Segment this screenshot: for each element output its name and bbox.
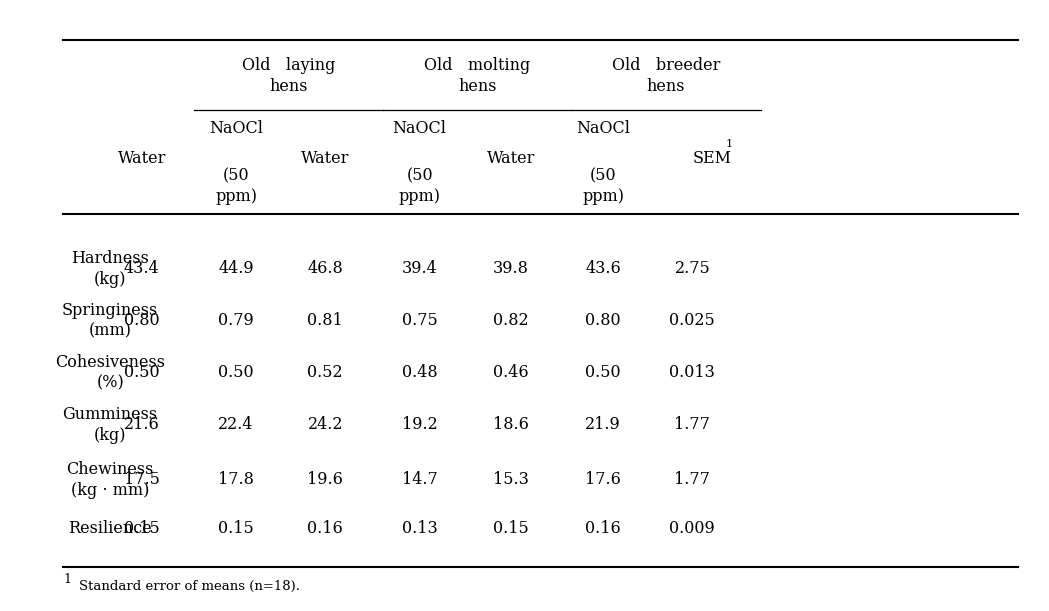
Text: 0.52: 0.52 [307, 364, 343, 381]
Text: NaOCl: NaOCl [392, 120, 447, 137]
Text: 0.16: 0.16 [585, 520, 621, 537]
Text: Water: Water [487, 150, 535, 167]
Text: Springiness
(mm): Springiness (mm) [62, 302, 158, 340]
Text: 1.77: 1.77 [675, 471, 710, 488]
Text: 17.8: 17.8 [218, 471, 254, 488]
Text: 0.82: 0.82 [493, 312, 529, 329]
Text: Old   breeder
hens: Old breeder hens [612, 57, 721, 95]
Text: NaOCl: NaOCl [209, 120, 263, 137]
Text: (50
ppm): (50 ppm) [215, 167, 257, 205]
Text: 0.15: 0.15 [124, 520, 159, 537]
Text: 39.8: 39.8 [493, 260, 529, 277]
Text: 0.75: 0.75 [402, 312, 437, 329]
Text: 0.15: 0.15 [493, 520, 529, 537]
Text: 0.48: 0.48 [402, 364, 437, 381]
Text: 15.3: 15.3 [493, 471, 529, 488]
Text: 2.75: 2.75 [675, 260, 710, 277]
Text: Cohesiveness
(%): Cohesiveness (%) [56, 354, 165, 392]
Text: Chewiness
(kg · mm): Chewiness (kg · mm) [66, 461, 154, 499]
Text: Old   laying
hens: Old laying hens [241, 57, 336, 95]
Text: 1.77: 1.77 [675, 416, 710, 433]
Text: 1: 1 [63, 573, 71, 586]
Text: 21.9: 21.9 [585, 416, 621, 433]
Text: 0.80: 0.80 [585, 312, 621, 329]
Text: Standard error of means (n=18).: Standard error of means (n=18). [79, 580, 300, 593]
Text: 44.9: 44.9 [218, 260, 254, 277]
Text: 0.79: 0.79 [218, 312, 254, 329]
Text: 0.009: 0.009 [669, 520, 715, 537]
Text: Gumminess
(kg): Gumminess (kg) [63, 406, 157, 444]
Text: NaOCl: NaOCl [576, 120, 630, 137]
Text: Water: Water [117, 150, 166, 167]
Text: Water: Water [301, 150, 349, 167]
Text: 18.6: 18.6 [493, 416, 529, 433]
Text: 0.81: 0.81 [307, 312, 343, 329]
Text: 0.50: 0.50 [585, 364, 621, 381]
Text: 22.4: 22.4 [218, 416, 254, 433]
Text: 0.80: 0.80 [124, 312, 159, 329]
Text: 19.2: 19.2 [402, 416, 437, 433]
Text: 0.025: 0.025 [669, 312, 715, 329]
Text: (50
ppm): (50 ppm) [399, 167, 441, 205]
Text: 39.4: 39.4 [402, 260, 437, 277]
Text: 21.6: 21.6 [124, 416, 159, 433]
Text: 0.46: 0.46 [493, 364, 529, 381]
Text: 0.15: 0.15 [218, 520, 254, 537]
Text: 43.6: 43.6 [585, 260, 621, 277]
Text: 0.13: 0.13 [402, 520, 437, 537]
Text: 43.4: 43.4 [124, 260, 159, 277]
Text: 0.50: 0.50 [124, 364, 159, 381]
Text: 0.013: 0.013 [669, 364, 715, 381]
Text: 0.50: 0.50 [218, 364, 254, 381]
Text: Old   molting
hens: Old molting hens [424, 57, 531, 95]
Text: Resilience: Resilience [68, 520, 152, 537]
Text: 17.5: 17.5 [124, 471, 159, 488]
Text: 24.2: 24.2 [307, 416, 343, 433]
Text: SEM: SEM [692, 150, 731, 167]
Text: 46.8: 46.8 [307, 260, 343, 277]
Text: 1: 1 [726, 139, 733, 148]
Text: 14.7: 14.7 [402, 471, 437, 488]
Text: 0.16: 0.16 [307, 520, 343, 537]
Text: 17.6: 17.6 [585, 471, 621, 488]
Text: (50
ppm): (50 ppm) [582, 167, 624, 205]
Text: 19.6: 19.6 [307, 471, 343, 488]
Text: Hardness
(kg): Hardness (kg) [71, 250, 149, 288]
